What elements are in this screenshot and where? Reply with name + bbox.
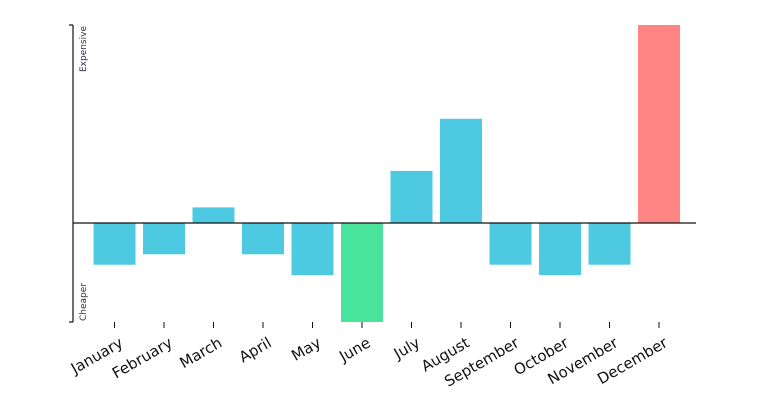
- bar-february: [143, 223, 185, 255]
- bar-october: [539, 223, 581, 276]
- bar-may: [291, 223, 334, 276]
- bar-november: [588, 223, 631, 265]
- bars-layer: [93, 25, 680, 322]
- bar-august: [440, 118, 482, 223]
- bar-january: [93, 223, 136, 265]
- bar-april: [242, 223, 284, 255]
- axes-layer: Expensive Cheaper: [69, 24, 696, 323]
- x-axis-ticks: [114, 322, 660, 328]
- bar-march: [192, 207, 235, 223]
- x-tick-label-june: June: [335, 334, 373, 366]
- y-axis-bottom-label: Cheaper: [79, 283, 89, 321]
- bar-july: [390, 170, 433, 223]
- x-tick-label-march: March: [176, 334, 225, 372]
- bar-september: [489, 223, 532, 265]
- x-tick-label-may: May: [288, 334, 324, 365]
- bar-june: [341, 223, 383, 322]
- y-axis-top-label: Expensive: [79, 26, 89, 72]
- x-tick-label-april: April: [236, 334, 275, 367]
- bar-december: [638, 25, 680, 223]
